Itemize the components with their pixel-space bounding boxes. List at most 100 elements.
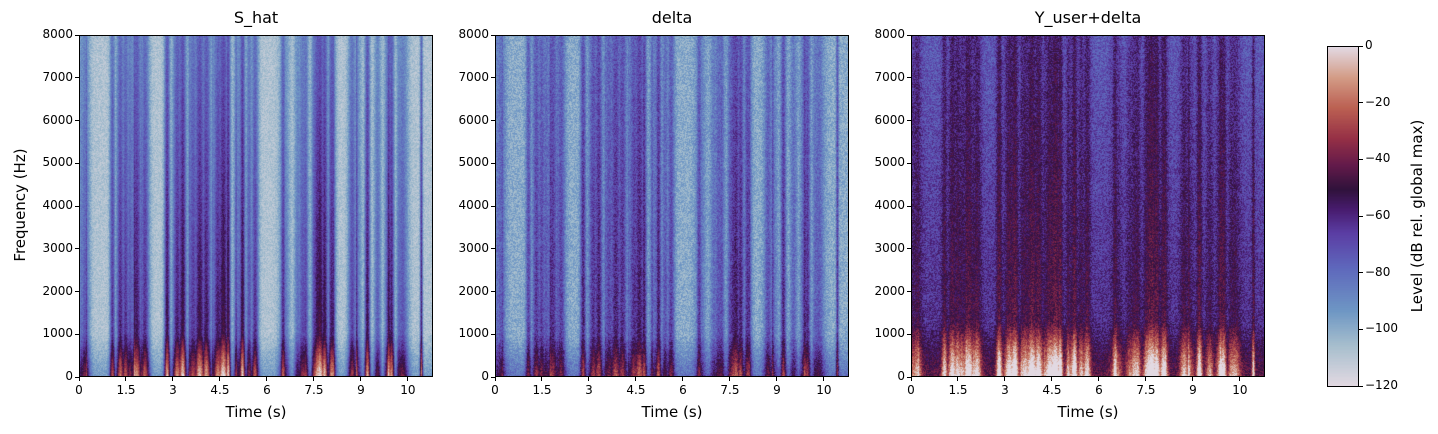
plot-frame — [911, 35, 1265, 377]
y-tick-label: 4000 — [42, 198, 73, 212]
x-tick-mark — [1051, 377, 1053, 381]
colorbar-tick-mark — [1359, 102, 1363, 104]
spectrogram-image — [79, 35, 433, 377]
colorbar-tick-mark — [1359, 215, 1363, 217]
colorbar-gradient — [1328, 47, 1358, 386]
y-tick-label: 1000 — [42, 326, 73, 341]
y-tick-mark — [75, 376, 79, 378]
x-tick-label: 1.5 — [532, 383, 552, 397]
x-tick-mark — [313, 377, 315, 381]
y-tick-mark — [491, 291, 495, 292]
y-tick-label: 6000 — [42, 112, 73, 127]
y-tick-label: 2000 — [458, 283, 489, 298]
panel-title: delta — [651, 8, 693, 27]
y-tick-label: 5000 — [874, 155, 905, 170]
colorbar-tick-label: −20 — [1365, 94, 1391, 109]
x-tick-mark — [635, 377, 637, 381]
y-tick-mark — [491, 205, 495, 207]
x-tick-mark — [682, 377, 684, 381]
colorbar-tick-mark — [1359, 328, 1363, 330]
panel-title: S_hat — [233, 8, 279, 27]
x-tick-label: 9 — [1189, 383, 1197, 397]
spectrogram-panel — [79, 35, 433, 377]
x-tick-label: 7.5 — [720, 383, 740, 397]
x-tick-label: 9 — [357, 383, 365, 397]
x-tick-mark — [823, 377, 825, 381]
y-tick-label: 4000 — [874, 198, 905, 212]
x-tick-mark — [125, 377, 127, 381]
x-tick-mark — [1192, 377, 1194, 381]
colorbar-tick-label: −80 — [1365, 264, 1391, 279]
y-tick-label: 3000 — [874, 240, 905, 255]
colorbar-tick-label: −100 — [1365, 321, 1398, 336]
x-tick-mark — [78, 377, 80, 381]
x-tick-label: 10 — [1232, 383, 1248, 397]
x-tick-label: 4.5 — [210, 383, 230, 397]
y-tick-mark — [907, 248, 911, 250]
x-tick-mark — [957, 377, 959, 381]
y-tick-label: 2000 — [874, 283, 905, 298]
spectrogram-image — [495, 35, 849, 377]
x-tick-label: 0 — [491, 383, 499, 397]
y-tick-mark — [907, 162, 911, 164]
y-tick-label: 7000 — [458, 69, 489, 84]
y-tick-label: 6000 — [874, 112, 905, 127]
y-tick-mark — [491, 120, 495, 121]
spectrogram-image — [911, 35, 1265, 377]
x-axis-label: Time (s) — [1057, 403, 1119, 421]
y-tick-label: 3000 — [42, 240, 73, 255]
y-tick-mark — [907, 120, 911, 121]
panel-title: Y_user+delta — [1034, 8, 1142, 27]
x-tick-mark — [729, 377, 731, 381]
x-tick-mark — [1004, 377, 1006, 381]
y-tick-label: 1000 — [874, 326, 905, 341]
plot-frame — [495, 35, 849, 377]
x-tick-label: 3 — [1001, 383, 1009, 397]
colorbar-tick-mark — [1359, 45, 1363, 47]
x-tick-mark — [266, 377, 268, 381]
y-tick-label: 7000 — [42, 69, 73, 84]
x-tick-mark — [1145, 377, 1147, 381]
x-tick-label: 6 — [1095, 383, 1103, 397]
y-tick-mark — [491, 34, 495, 36]
colorbar-tick-label: 0 — [1365, 38, 1373, 52]
y-tick-mark — [491, 248, 495, 250]
y-tick-mark — [491, 162, 495, 164]
x-tick-label: 4.5 — [626, 383, 646, 397]
y-tick-label: 1000 — [458, 326, 489, 341]
x-tick-mark — [360, 377, 362, 381]
y-tick-mark — [491, 333, 495, 335]
y-tick-mark — [907, 291, 911, 292]
x-tick-mark — [407, 377, 409, 381]
y-tick-mark — [75, 162, 79, 164]
y-tick-mark — [907, 333, 911, 335]
y-tick-label: 3000 — [458, 240, 489, 255]
colorbar-tick-label: −120 — [1365, 378, 1398, 392]
y-tick-mark — [75, 120, 79, 121]
spectrogram-panel — [911, 35, 1265, 377]
y-tick-mark — [907, 376, 911, 378]
x-tick-label: 3 — [585, 383, 593, 397]
x-tick-label: 9 — [773, 383, 781, 397]
colorbar-tick-mark — [1359, 385, 1363, 387]
y-tick-mark — [75, 34, 79, 36]
x-tick-mark — [910, 377, 912, 381]
x-tick-mark — [219, 377, 221, 381]
colorbar-tick-mark — [1359, 158, 1363, 160]
y-tick-label: 6000 — [458, 112, 489, 127]
y-tick-mark — [75, 205, 79, 207]
x-tick-mark — [172, 377, 174, 381]
x-tick-label: 1.5 — [116, 383, 136, 397]
y-tick-mark — [907, 77, 911, 79]
x-tick-label: 7.5 — [304, 383, 324, 397]
y-tick-mark — [75, 77, 79, 79]
y-tick-label: 7000 — [874, 69, 905, 84]
y-tick-label: 5000 — [458, 155, 489, 170]
plot-frame — [79, 35, 433, 377]
x-tick-label: 6 — [679, 383, 687, 397]
colorbar-tick-mark — [1359, 272, 1363, 274]
x-tick-label: 10 — [816, 383, 832, 397]
x-tick-mark — [541, 377, 543, 381]
y-tick-label: 8000 — [458, 27, 489, 41]
y-tick-mark — [491, 77, 495, 79]
